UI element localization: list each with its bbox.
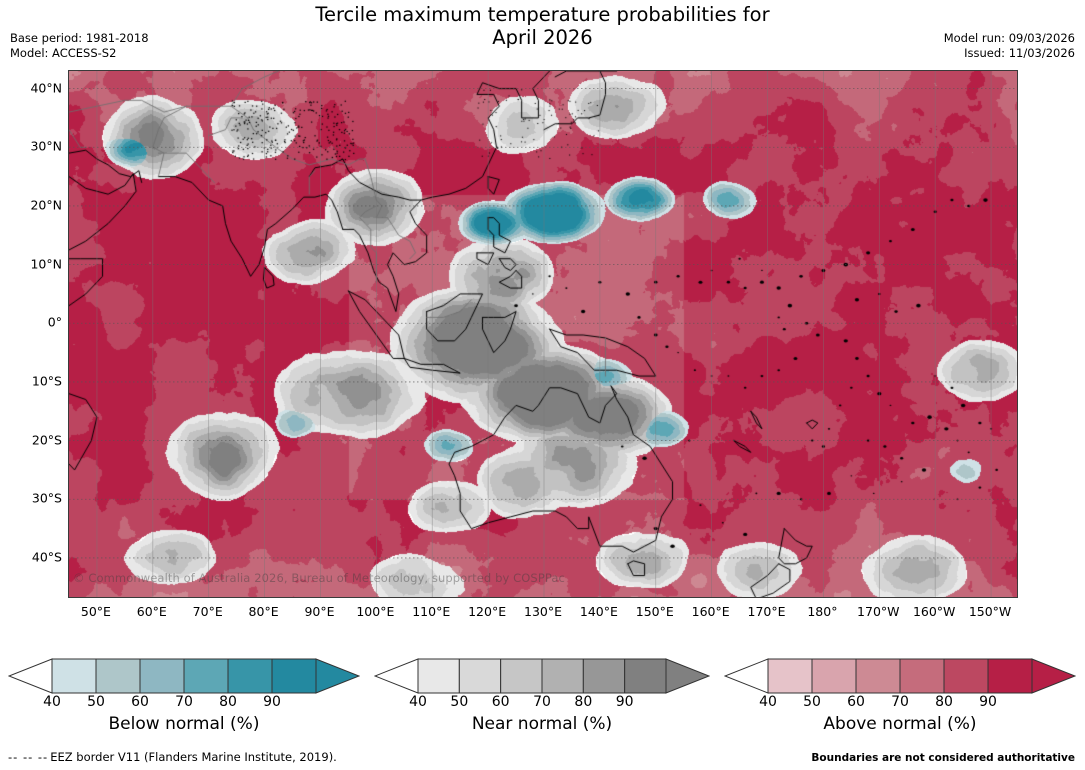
page-title-line2: April 2026 <box>492 26 593 49</box>
colorbar-segment <box>943 658 989 694</box>
eez-legend: -- -- -- EEZ border V11 (Flanders Marine … <box>8 750 337 764</box>
latitude-tick-label: 20°S <box>31 432 62 448</box>
colorbar-tick-label: 50 <box>450 694 469 710</box>
colorbar-tick-label: 70 <box>891 694 909 710</box>
longitude-tick-label: 140°E <box>579 604 618 619</box>
eez-dash-sample: -- -- -- <box>8 750 49 764</box>
colorbar-segment <box>51 658 97 694</box>
colorbar-tick-label: 90 <box>263 694 281 710</box>
boundaries-disclaimer: Boundaries are not considered authoritat… <box>811 752 1075 764</box>
longitude-tick-label: 110°E <box>412 604 451 619</box>
colorbar-tick-label: 90 <box>979 694 997 710</box>
colorbar-segment <box>458 658 502 694</box>
longitude-tick-label: 80°E <box>248 604 279 619</box>
page-title: Tercile maximum temperature probabilitie… <box>0 3 1085 49</box>
colorbar-segment <box>139 658 185 694</box>
longitude-tick-label: 180° <box>807 604 838 619</box>
longitude-tick-label: 150°E <box>635 604 674 619</box>
longitude-tick-label: 90°E <box>304 604 335 619</box>
colorbar-above-normal[interactable]: 40 50 60 70 80 90 Above normal (%) <box>724 658 1076 734</box>
longitude-tick-label: 170°W <box>857 604 900 619</box>
latitude-tick-label: 40°N <box>30 80 62 96</box>
colorbar-segment <box>899 658 945 694</box>
latitude-tick-label: 20°N <box>30 197 62 213</box>
longitude-tick-label: 130°E <box>523 604 563 619</box>
colorbar-tick-label: 40 <box>43 694 61 710</box>
longitude-tick-label: 100°E <box>356 604 395 619</box>
eez-legend-text: EEZ border V11 (Flanders Marine Institut… <box>50 750 337 764</box>
probability-heatmap-canvas <box>69 71 1017 597</box>
longitude-tick-label: 160°E <box>691 604 730 619</box>
colorbar-gradient <box>724 658 1076 694</box>
colorbar-tick-label: 50 <box>803 694 821 710</box>
colorbar-tick-label: 60 <box>131 694 149 710</box>
colorbar-gradient <box>374 658 710 694</box>
longitude-tick-label: 60°E <box>136 604 167 619</box>
latitude-tick-label: 10°N <box>30 256 62 272</box>
page-title-line1: Tercile maximum temperature probabilitie… <box>315 3 770 26</box>
colorbar-segment <box>987 658 1033 694</box>
colorbar-segment <box>95 658 141 694</box>
colorbar-segment <box>183 658 229 694</box>
colorbar-tick-label: 60 <box>847 694 865 710</box>
colorbar-segment <box>541 658 584 694</box>
colorbar-title: Below normal (%) <box>108 714 260 734</box>
colorbar-gradient <box>8 658 360 694</box>
colorbar-segment <box>271 658 317 694</box>
longitude-tick-label: 160°W <box>912 604 956 619</box>
longitude-tick-label: 120°E <box>468 604 507 619</box>
colorbar-tick-labels: 40 50 60 70 80 90 <box>8 694 360 711</box>
colorbar-segment <box>855 658 901 694</box>
colorbar-segment <box>811 658 857 694</box>
colorbar-tick-label: 50 <box>87 694 105 710</box>
colorbar-segment <box>500 658 543 694</box>
latitude-tick-label: 30°N <box>30 138 62 154</box>
longitude-tick-label: 70°E <box>192 604 223 619</box>
colorbar-tick-labels: 40 50 60 70 80 90 <box>724 694 1076 711</box>
colorbar-segment <box>767 658 813 694</box>
colorbar-title: Above normal (%) <box>823 714 977 734</box>
colorbar-title: Near normal (%) <box>471 714 613 734</box>
colorbar-segment <box>227 658 273 694</box>
longitude-tick-label: 170°E <box>747 604 786 619</box>
colorbar-segment <box>624 658 667 694</box>
colorbar-tick-label: 40 <box>759 694 777 710</box>
latitude-tick-label: 10°S <box>31 373 62 389</box>
colorbar-tick-label: 70 <box>533 694 551 710</box>
latitude-tick-label: 30°S <box>31 490 62 506</box>
colorbar-tick-label: 40 <box>409 694 427 710</box>
base-period-label: Base period: 1981-2018 <box>10 31 149 45</box>
colorbar-segment <box>582 658 626 694</box>
colorbar-segment <box>417 658 460 694</box>
colorbar-tick-label: 80 <box>574 694 593 710</box>
colorbar-tick-label: 90 <box>615 694 634 710</box>
map-plot-area[interactable]: © Commonwealth of Australia 2026, Bureau… <box>68 70 1018 598</box>
colorbar-tick-label: 60 <box>491 694 510 710</box>
longitude-tick-label: 150°W <box>968 604 1012 619</box>
colorbar-tick-label: 80 <box>219 694 237 710</box>
header-meta-right: Model run: 09/03/2026 Issued: 11/03/2026 <box>944 31 1075 61</box>
copyright-watermark: © Commonwealth of Australia 2026, Bureau… <box>73 571 565 585</box>
colorbar-below-normal[interactable]: 40 50 60 70 80 90 Below normal (%) <box>8 658 360 734</box>
colorbar-tick-labels: 40 50 60 70 80 90 <box>374 694 710 711</box>
colorbar-tick-label: 80 <box>935 694 953 710</box>
model-label: Model: ACCESS-S2 <box>10 46 117 60</box>
latitude-tick-label: 40°S <box>31 549 62 565</box>
colorbar-near-normal[interactable]: 40 50 60 70 80 90 Near normal (%) <box>374 658 710 734</box>
issued-label: Issued: 11/03/2026 <box>964 46 1075 60</box>
header-meta-left: Base period: 1981-2018 Model: ACCESS-S2 <box>10 31 149 61</box>
latitude-tick-label: 0° <box>47 314 62 330</box>
longitude-tick-label: 50°E <box>80 604 111 619</box>
model-run-label: Model run: 09/03/2026 <box>943 31 1075 45</box>
colorbar-tick-label: 70 <box>175 694 193 710</box>
